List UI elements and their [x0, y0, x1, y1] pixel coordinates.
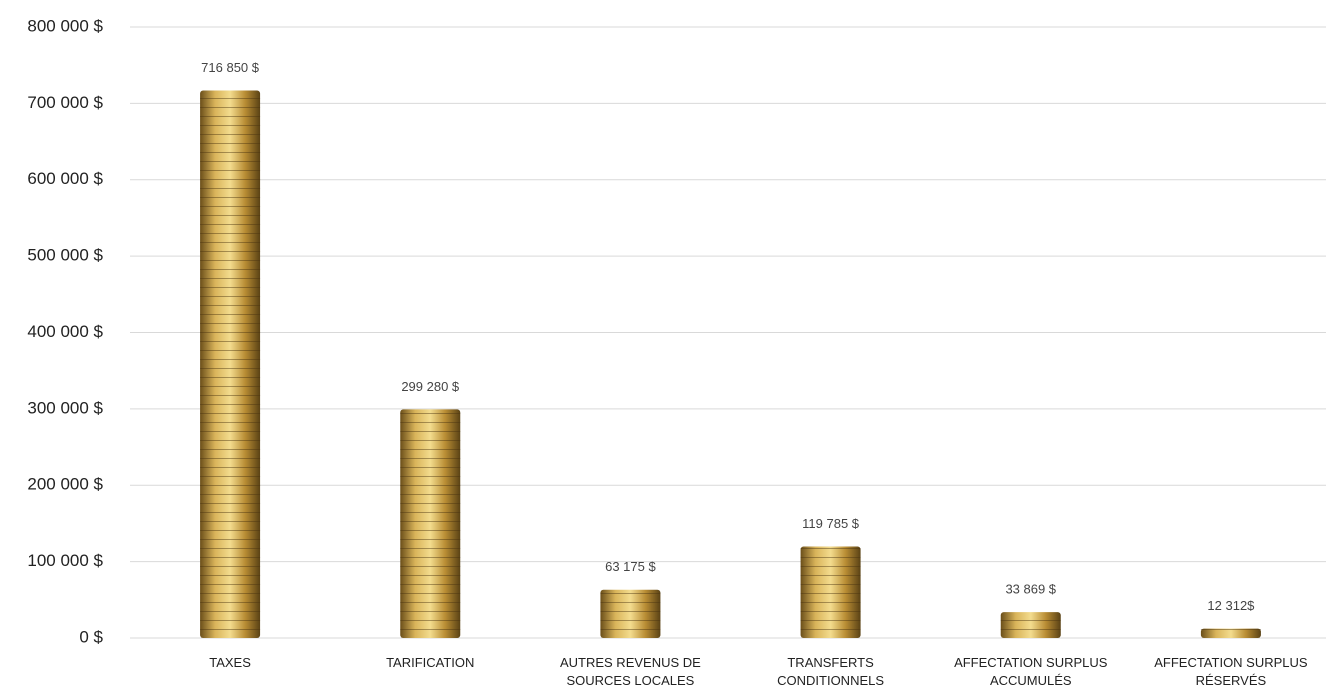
- value-label: 63 175 $: [605, 559, 656, 574]
- x-tick-label: AFFECTATION SURPLUS RÉSERVÉS: [1154, 655, 1308, 688]
- y-tick-label: 100 000 $: [27, 551, 103, 570]
- y-tick-label: 0 $: [79, 627, 103, 646]
- y-tick-label: 200 000 $: [27, 475, 103, 494]
- bar: [600, 589, 661, 638]
- y-tick-label: 300 000 $: [27, 398, 103, 417]
- y-tick-label: 800 000 $: [27, 16, 103, 35]
- y-tick-label: 700 000 $: [27, 93, 103, 112]
- value-label: 716 850 $: [201, 60, 260, 75]
- bar: [1200, 628, 1261, 638]
- x-tick-label: AFFECTATION SURPLUS ACCUMULÉS: [954, 655, 1108, 688]
- value-label: 12 312$: [1207, 598, 1255, 613]
- value-label: 119 785 $: [802, 516, 860, 531]
- bar: [200, 90, 261, 639]
- x-tick-label: TAXES: [209, 655, 251, 670]
- y-tick-label: 500 000 $: [27, 246, 103, 265]
- bar: [1000, 612, 1061, 638]
- x-tick-label: TARIFICATION: [386, 655, 475, 670]
- x-tick-label: AUTRES REVENUS DE SOURCES LOCALES: [559, 655, 701, 688]
- value-label: 299 280 $: [401, 379, 460, 394]
- y-tick-label: 600 000 $: [27, 169, 103, 188]
- value-label: 33 869 $: [1005, 582, 1056, 597]
- bar: [800, 546, 861, 638]
- x-tick-label: TRANSFERTS CONDITIONNELS: [777, 655, 885, 688]
- bar: [400, 409, 461, 638]
- y-tick-label: 400 000 $: [27, 322, 103, 341]
